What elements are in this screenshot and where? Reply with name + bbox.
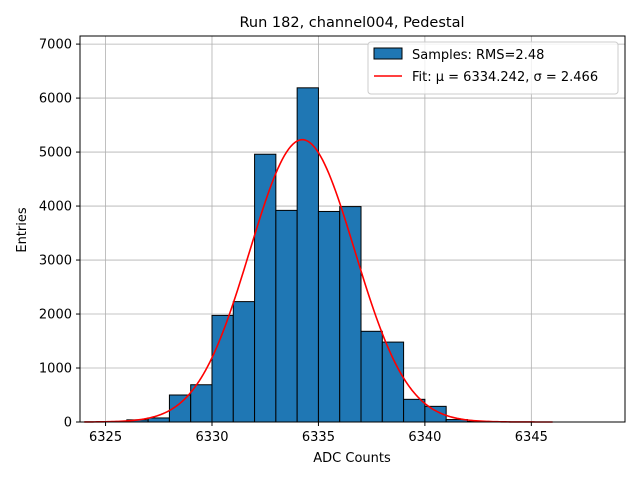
y-tick-label: 1000: [39, 362, 72, 377]
y-tick-label: 7000: [39, 38, 72, 53]
x-tick-label: 6330: [195, 430, 228, 445]
y-tick-label: 5000: [39, 146, 72, 161]
legend-box: [367, 41, 619, 95]
chart-title: Run 182, channel004, Pedestal: [239, 15, 464, 31]
y-tick-label: 2000: [39, 308, 72, 323]
histogram-bars: [105, 87, 511, 423]
histogram-bar: [254, 153, 277, 423]
y-tick-label: 0: [64, 416, 72, 431]
histogram-bar: [147, 417, 170, 423]
x-tick-label: 6345: [515, 430, 548, 445]
legend-label-samples: Samples: RMS=2.48: [412, 48, 544, 63]
gaussian-fit-curve: [84, 138, 553, 423]
x-tick-label: 6340: [408, 430, 441, 445]
x-tick-label: 6325: [89, 430, 122, 445]
legend: Samples: RMS=2.48 Fit: μ = 6334.242, σ =…: [367, 41, 619, 95]
histogram-bar: [296, 87, 319, 423]
y-axis-ticks: 0 1000 2000 3000 4000 5000 6000 7000: [39, 38, 80, 431]
x-axis-ticks: 6325 6330 6335 6340 6345: [89, 422, 548, 445]
legend-swatch-samples: [373, 47, 403, 60]
plot-frame: [79, 35, 626, 423]
histogram-bar: [403, 398, 426, 423]
x-axis-label: ADC Counts: [313, 451, 391, 466]
y-axis-label: Entries: [15, 207, 30, 253]
histogram-bar: [275, 209, 298, 423]
y-tick-label: 3000: [39, 254, 72, 269]
y-tick-label: 6000: [39, 92, 72, 107]
histogram-bar: [317, 210, 341, 423]
histogram-bar: [360, 330, 383, 423]
legend-label-fit: Fit: μ = 6334.242, σ = 2.466: [412, 70, 598, 85]
x-tick-label: 6335: [302, 430, 335, 445]
y-tick-label: 4000: [39, 200, 72, 215]
histogram-bar: [232, 301, 256, 423]
histogram-bar: [381, 341, 405, 423]
histogram-bar: [190, 384, 213, 423]
